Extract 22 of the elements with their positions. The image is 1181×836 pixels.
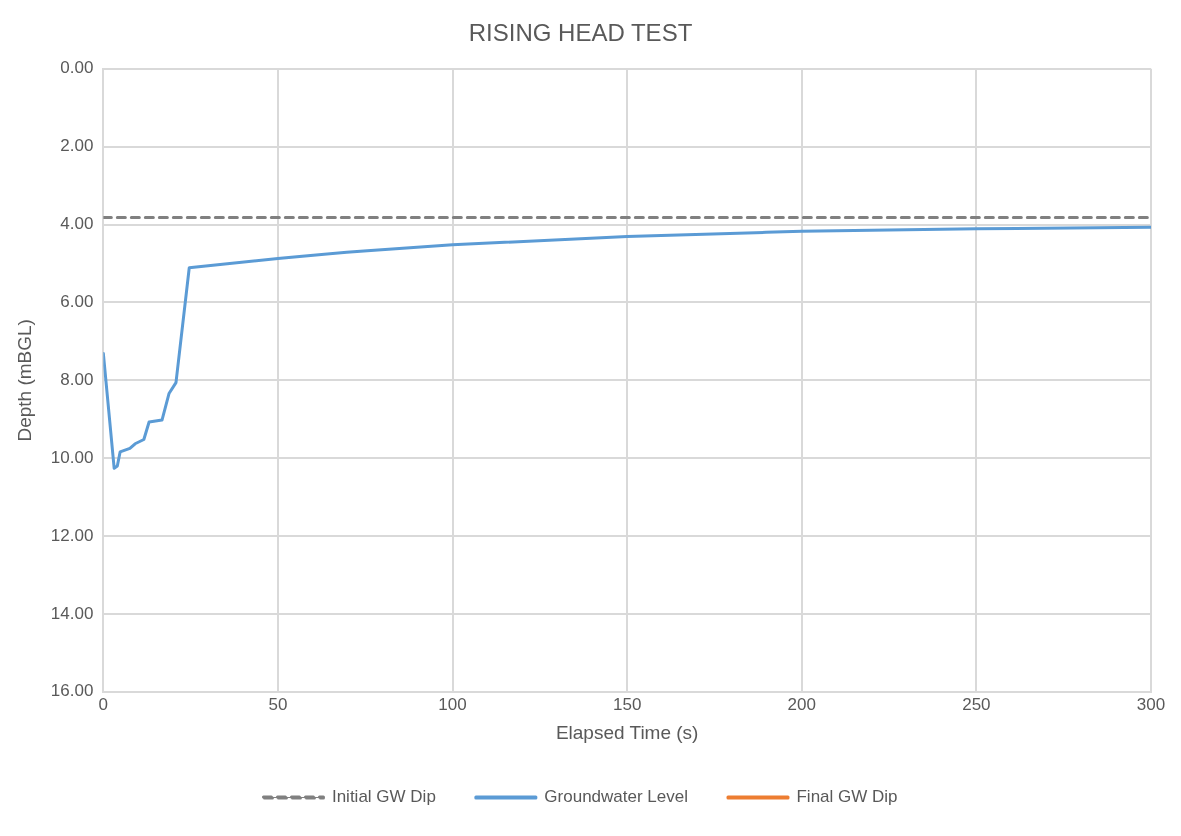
x-tick-label: 250 bbox=[962, 694, 991, 714]
x-tick-label: 50 bbox=[268, 694, 288, 714]
x-tick-label: 0 bbox=[98, 694, 109, 714]
legend-label: Groundwater Level bbox=[544, 787, 688, 807]
y-tick-label: 0.00 bbox=[60, 58, 94, 78]
x-axis-title: Elapsed Time (s) bbox=[555, 721, 699, 743]
y-tick-label: 6.00 bbox=[60, 292, 94, 312]
y-tick-label: 2.00 bbox=[60, 136, 94, 156]
legend-label: Final GW Dip bbox=[796, 787, 898, 807]
x-tick-label: 150 bbox=[612, 694, 642, 714]
y-tick-label: 10.00 bbox=[50, 447, 94, 467]
chart-title: RISING HEAD TEST bbox=[468, 19, 693, 47]
x-tick-label: 100 bbox=[438, 694, 467, 714]
y-tick-label: 4.00 bbox=[60, 214, 94, 234]
y-axis-title: Depth (mBGL) bbox=[13, 319, 35, 442]
y-tick-label: 14.00 bbox=[50, 603, 94, 623]
x-tick-label: 200 bbox=[787, 694, 816, 714]
x-tick-label: 300 bbox=[1136, 694, 1166, 714]
y-tick-label: 12.00 bbox=[50, 525, 94, 545]
legend-label: Initial GW Dip bbox=[331, 787, 436, 807]
y-tick-label: 16.00 bbox=[50, 681, 94, 701]
y-tick-label: 8.00 bbox=[60, 369, 94, 389]
